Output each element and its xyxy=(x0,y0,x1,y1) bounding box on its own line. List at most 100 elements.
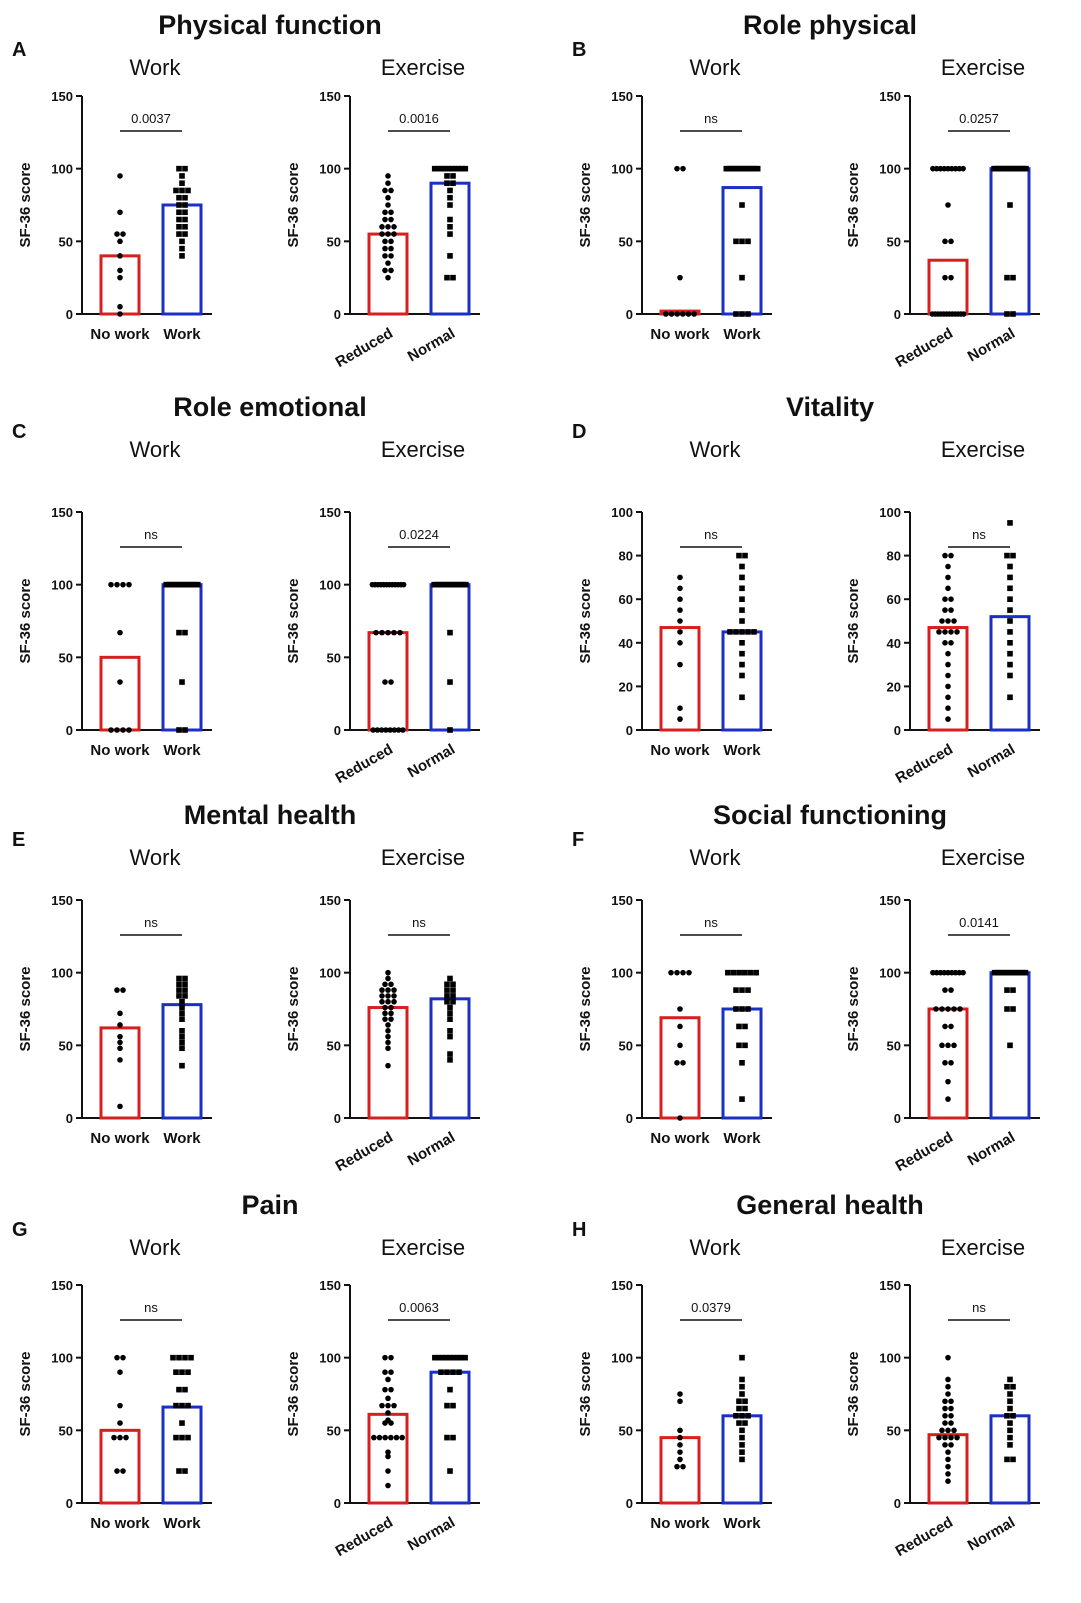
x-category-label: Work xyxy=(163,742,201,759)
y-tick-label: 0 xyxy=(626,1111,633,1126)
data-point xyxy=(677,640,683,646)
data-point xyxy=(939,1042,945,1049)
data-point xyxy=(385,998,391,1005)
data-point xyxy=(117,1103,123,1110)
data-point xyxy=(399,1434,405,1441)
data-point xyxy=(179,1016,185,1022)
data-point xyxy=(736,552,742,559)
chart-1-0: Work 0 50 100 150 SF-36 score No work Work ns xyxy=(577,55,772,343)
x-category-label: Reduced xyxy=(333,1129,396,1175)
data-point xyxy=(431,165,438,172)
y-tick-label: 100 xyxy=(51,578,73,593)
significance-label: 0.0016 xyxy=(399,111,439,126)
bar-1 xyxy=(161,583,203,732)
data-point xyxy=(739,1427,745,1434)
data-point xyxy=(179,1062,185,1069)
data-point xyxy=(179,1420,185,1426)
data-point xyxy=(945,672,951,679)
data-point xyxy=(385,274,391,281)
data-point xyxy=(391,993,397,999)
y-tick-label: 150 xyxy=(611,1278,633,1293)
data-point xyxy=(447,231,453,237)
data-point xyxy=(179,238,185,245)
data-point xyxy=(1010,1413,1016,1419)
data-point xyxy=(739,1096,745,1102)
data-point xyxy=(951,618,957,624)
data-point xyxy=(942,596,948,602)
chart-subtitle: Exercise xyxy=(381,1235,465,1260)
data-point xyxy=(680,311,686,317)
data-point xyxy=(444,180,450,186)
chart-subtitle: Exercise xyxy=(381,845,465,870)
data-point xyxy=(739,596,745,602)
data-point xyxy=(948,596,954,602)
data-point xyxy=(176,224,182,230)
data-point xyxy=(1010,311,1016,317)
data-point xyxy=(739,661,745,668)
data-point xyxy=(739,563,745,570)
data-point xyxy=(444,1402,450,1409)
x-category-label: Reduced xyxy=(893,325,956,371)
data-point xyxy=(936,1434,942,1441)
data-point xyxy=(736,1405,742,1412)
data-point xyxy=(182,165,188,172)
panel-title: Role emotional xyxy=(173,392,367,422)
y-axis-label: SF-36 score xyxy=(285,578,302,663)
data-point xyxy=(942,552,948,559)
y-tick-label: 0 xyxy=(626,723,633,738)
data-point xyxy=(1007,672,1013,679)
y-tick-label: 100 xyxy=(611,966,633,981)
data-point xyxy=(945,1042,951,1049)
data-point xyxy=(739,1383,745,1390)
data-point xyxy=(182,987,188,993)
data-point xyxy=(382,1004,388,1011)
data-point xyxy=(383,727,389,733)
data-point xyxy=(991,969,998,976)
data-point xyxy=(388,1004,394,1011)
data-point xyxy=(388,679,394,685)
data-point xyxy=(945,1391,951,1397)
data-point xyxy=(739,1456,745,1463)
y-tick-label: 60 xyxy=(619,592,633,607)
y-tick-label: 100 xyxy=(879,162,901,177)
data-point xyxy=(677,1042,683,1049)
data-point xyxy=(120,987,126,993)
data-point xyxy=(385,1449,391,1455)
x-category-label: Work xyxy=(723,1130,761,1147)
data-point xyxy=(951,1427,957,1434)
data-point xyxy=(123,1434,129,1441)
data-point xyxy=(945,694,951,701)
data-point xyxy=(1007,520,1013,526)
chart-subtitle: Exercise xyxy=(381,55,465,80)
y-tick-label: 0 xyxy=(894,1111,901,1126)
data-point xyxy=(382,981,388,988)
y-tick-label: 100 xyxy=(611,162,633,177)
data-point xyxy=(173,1434,179,1441)
data-point xyxy=(185,1434,191,1441)
data-point xyxy=(450,993,456,999)
data-point xyxy=(176,993,182,999)
significance-label: 0.0141 xyxy=(959,915,999,930)
chart-subtitle: Exercise xyxy=(941,437,1025,462)
data-point xyxy=(1004,1383,1010,1390)
bar-0 xyxy=(99,1428,141,1505)
data-point xyxy=(747,969,754,976)
panel-title: Social functioning xyxy=(713,800,947,830)
data-point xyxy=(435,1354,442,1361)
data-point xyxy=(447,1468,453,1474)
data-point xyxy=(745,1413,751,1419)
data-point xyxy=(188,1354,194,1361)
bar-1 xyxy=(429,997,471,1120)
data-point xyxy=(1007,1427,1013,1434)
data-point xyxy=(120,581,126,588)
data-point xyxy=(942,640,948,646)
data-point xyxy=(388,1010,394,1017)
data-point xyxy=(677,661,683,668)
data-point xyxy=(945,1478,951,1484)
data-point xyxy=(182,202,188,208)
data-point xyxy=(385,1395,391,1402)
chart-3-1: Exercise 0 20 40 60 80 100 SF-36 score Reduced No… xyxy=(845,437,1040,787)
data-point xyxy=(677,1434,683,1441)
chart-subtitle: Work xyxy=(130,55,182,80)
data-point xyxy=(739,202,745,208)
